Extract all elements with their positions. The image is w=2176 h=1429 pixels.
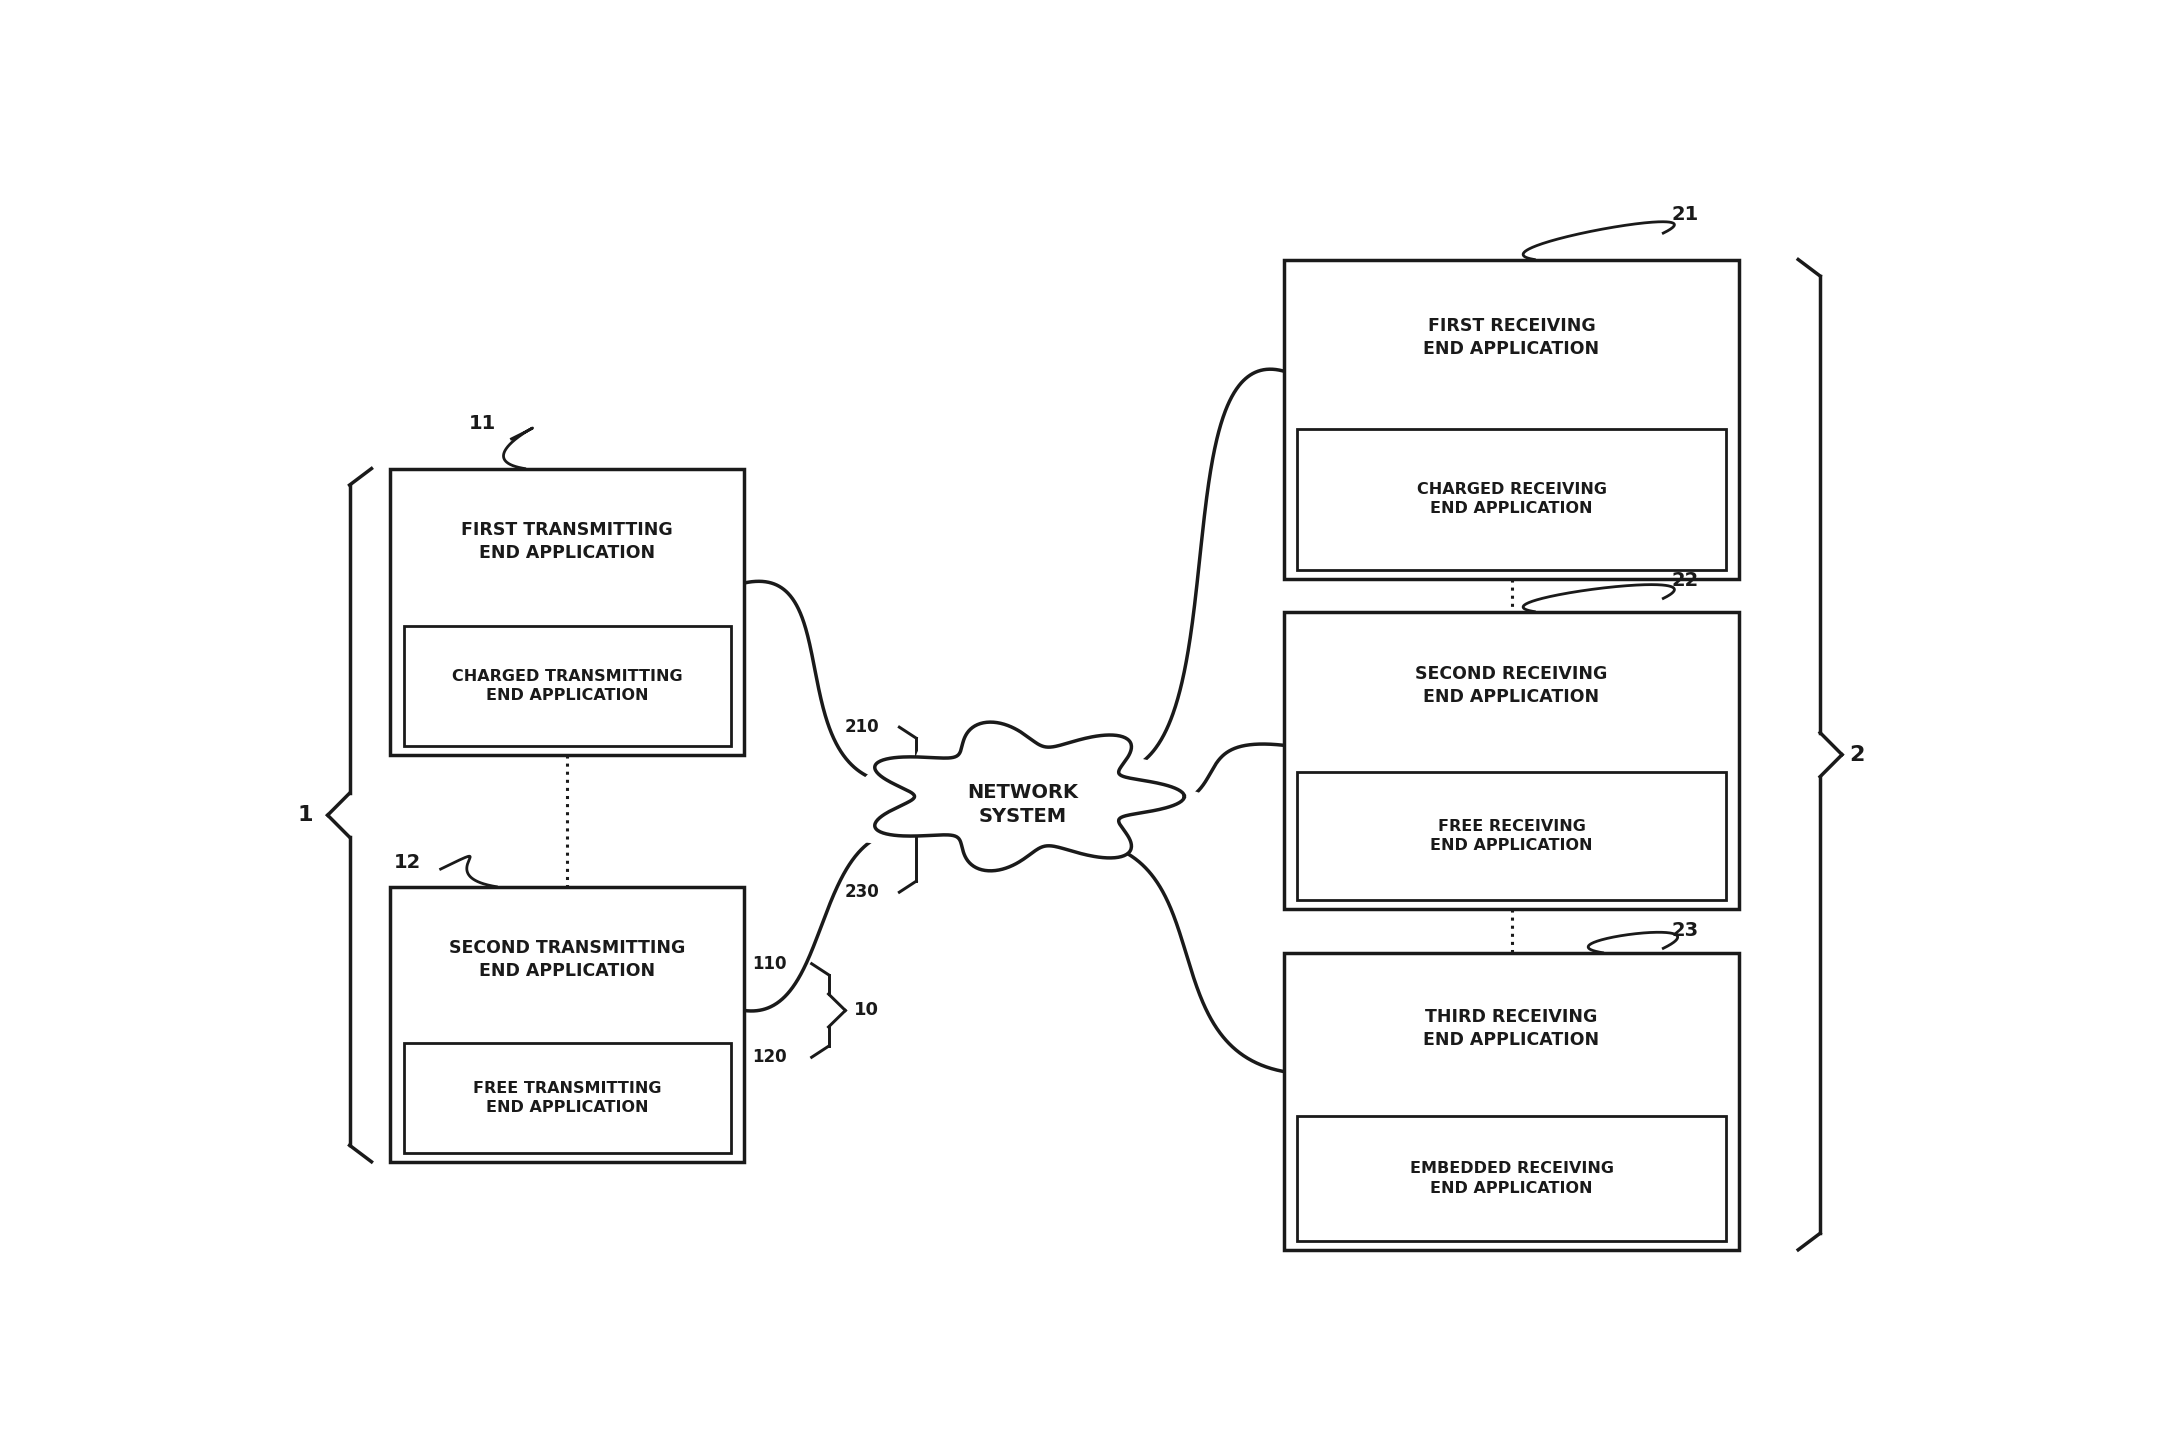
Text: 2: 2 [1850,745,1865,765]
Polygon shape [875,722,1184,870]
FancyBboxPatch shape [1284,953,1739,1250]
Text: FIRST RECEIVING
END APPLICATION: FIRST RECEIVING END APPLICATION [1423,317,1599,359]
Text: 23: 23 [1671,920,1699,939]
Text: SECOND TRANSMITTING
END APPLICATION: SECOND TRANSMITTING END APPLICATION [448,939,685,980]
Text: FIRST TRANSMITTING
END APPLICATION: FIRST TRANSMITTING END APPLICATION [461,522,672,562]
Text: FREE RECEIVING
END APPLICATION: FREE RECEIVING END APPLICATION [1430,819,1593,853]
Text: SECOND RECEIVING
END APPLICATION: SECOND RECEIVING END APPLICATION [1414,666,1608,706]
FancyBboxPatch shape [1284,612,1739,909]
FancyBboxPatch shape [1284,260,1739,579]
Polygon shape [916,727,1044,793]
Text: 210: 210 [844,719,879,736]
Polygon shape [860,757,1001,829]
Polygon shape [907,753,1138,867]
Text: 120: 120 [751,1049,786,1066]
Text: 11: 11 [470,414,496,433]
FancyBboxPatch shape [403,1043,731,1153]
Text: 12: 12 [394,853,420,872]
FancyBboxPatch shape [403,626,731,746]
Text: CHARGED RECEIVING
END APPLICATION: CHARGED RECEIVING END APPLICATION [1417,482,1606,516]
Polygon shape [1044,757,1186,829]
Text: EMBEDDED RECEIVING
END APPLICATION: EMBEDDED RECEIVING END APPLICATION [1410,1162,1615,1196]
Polygon shape [1001,727,1129,793]
Text: 20: 20 [942,800,966,819]
Text: 110: 110 [753,955,786,973]
Text: THIRD RECEIVING
END APPLICATION: THIRD RECEIVING END APPLICATION [1423,1007,1599,1049]
Text: CHARGED TRANSMITTING
END APPLICATION: CHARGED TRANSMITTING END APPLICATION [453,669,683,703]
Text: 22: 22 [1671,570,1699,590]
Text: FREE TRANSMITTING
END APPLICATION: FREE TRANSMITTING END APPLICATION [472,1082,662,1115]
FancyBboxPatch shape [1297,429,1726,570]
Text: 220: 220 [844,800,879,819]
Text: 230: 230 [844,883,879,902]
FancyBboxPatch shape [1297,1116,1726,1240]
Polygon shape [825,787,934,843]
FancyBboxPatch shape [1297,772,1726,900]
Polygon shape [1112,787,1221,843]
FancyBboxPatch shape [390,469,744,755]
Text: 21: 21 [1671,206,1699,224]
Text: NETWORK
SYSTEM: NETWORK SYSTEM [966,783,1077,826]
FancyBboxPatch shape [390,886,744,1162]
Text: 10: 10 [853,1002,879,1019]
Text: 1: 1 [298,805,313,825]
